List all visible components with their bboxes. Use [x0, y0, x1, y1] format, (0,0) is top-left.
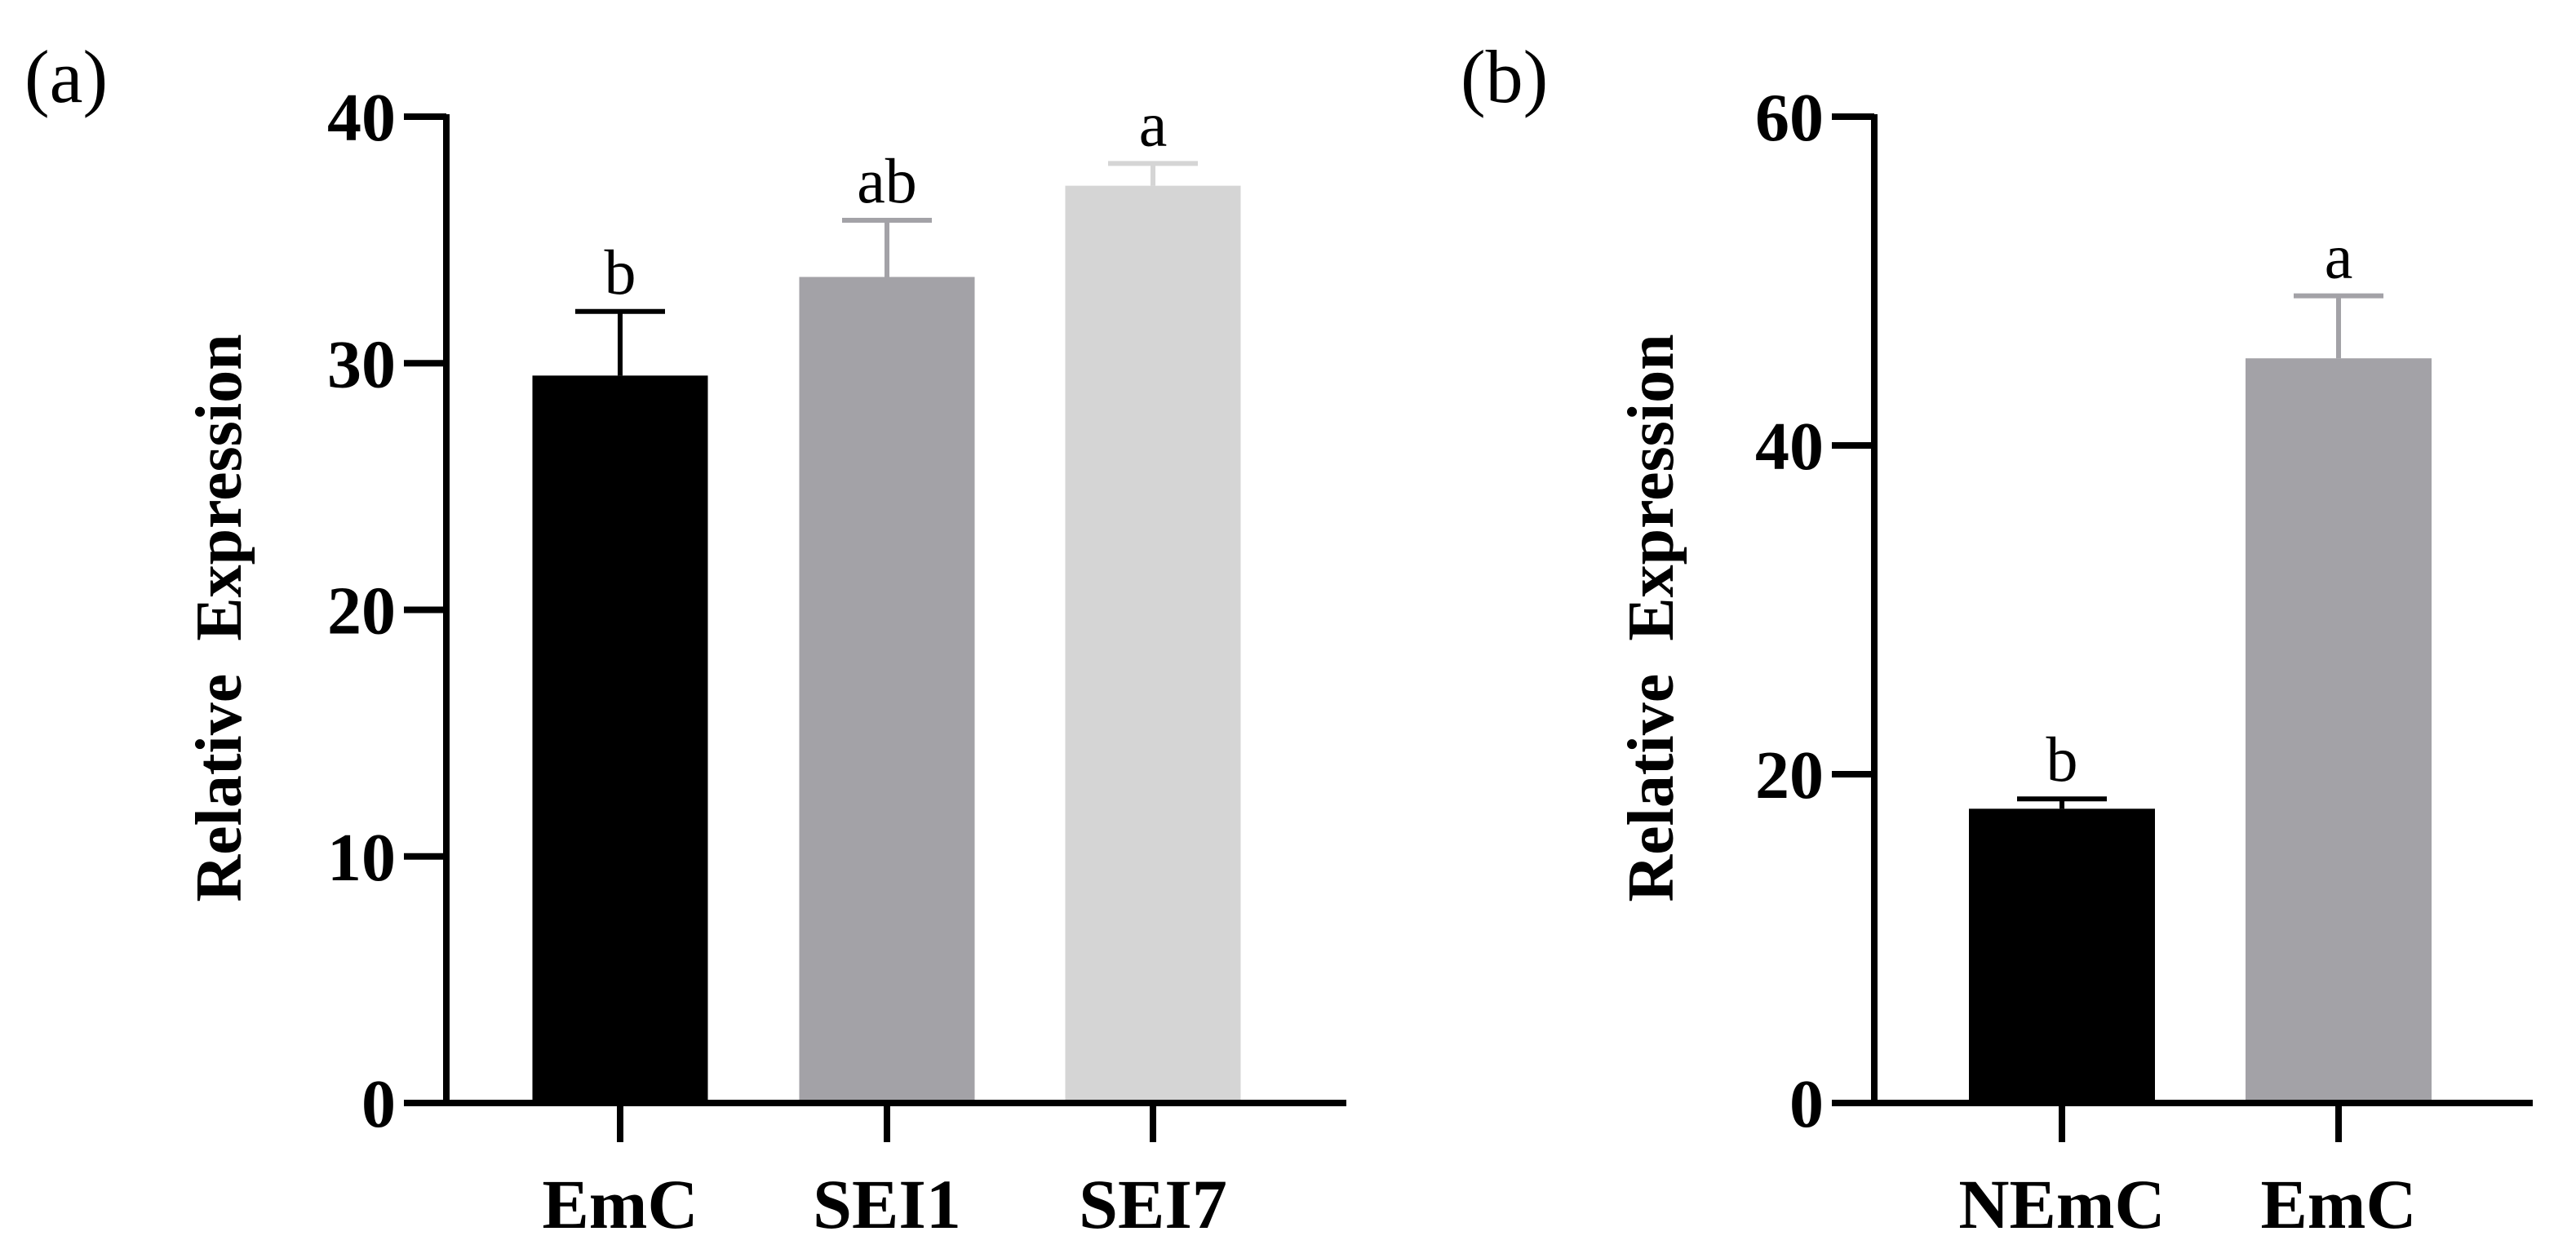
- y-tick-label: 40: [1755, 409, 1824, 485]
- x-tick-label: SEI7: [1079, 1165, 1227, 1243]
- y-tick-label: 20: [327, 574, 396, 649]
- panel-label: (a): [24, 35, 108, 118]
- bar-emc: [532, 375, 708, 1103]
- significance-label: b: [605, 237, 636, 308]
- panel-a: (a) b ab a 0 10 20 30 40 EmC SEI1 SEI7 Relative Expr…: [24, 35, 1346, 1243]
- y-axis-title: Relative Expression: [184, 334, 255, 901]
- y-tick-label: 60: [1755, 80, 1824, 156]
- y-tick-label: 0: [361, 1066, 396, 1142]
- significance-label: ab: [857, 145, 917, 216]
- y-tick-label: 30: [327, 326, 396, 402]
- y-tick-label: 20: [1755, 738, 1824, 813]
- bar-emc: [2246, 358, 2432, 1104]
- y-tick-label: 40: [327, 80, 396, 156]
- bar-nemc: [1969, 808, 2155, 1103]
- x-tick-label: EmC: [2260, 1165, 2416, 1243]
- bar-sei1: [799, 277, 975, 1103]
- y-tick-label: 0: [1789, 1066, 1824, 1142]
- bar-sei7: [1065, 185, 1241, 1103]
- y-tick-label: 10: [327, 820, 396, 896]
- significance-label: b: [2046, 724, 2078, 795]
- significance-label: a: [1139, 88, 1168, 159]
- x-tick-label: SEI1: [813, 1165, 961, 1243]
- x-tick-label: NEmC: [1958, 1165, 2165, 1243]
- panel-b: (b) b a 0 20 40 60 NEmC EmC Relative Expression: [1461, 35, 2533, 1243]
- panel-label: (b): [1461, 35, 1548, 118]
- significance-label: a: [2325, 221, 2353, 292]
- x-tick-label: EmC: [542, 1165, 698, 1243]
- y-axis-title: Relative Expression: [1616, 334, 1687, 901]
